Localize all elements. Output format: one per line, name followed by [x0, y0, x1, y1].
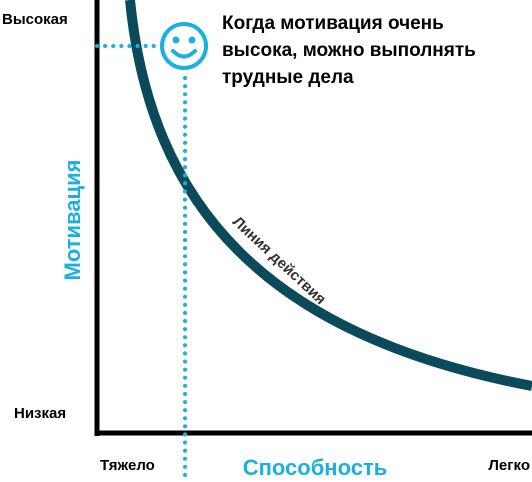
x-axis-title: Способность — [243, 455, 388, 480]
x-easy-label: Легко — [488, 457, 530, 474]
y-axis-title: Мотивация — [60, 160, 85, 281]
x-hard-label: Тяжело — [100, 457, 155, 474]
y-low-label: Низкая — [14, 405, 66, 422]
action-line — [125, 0, 532, 391]
y-high-label: Высокая — [2, 11, 68, 28]
annotation-line: трудные дела — [222, 67, 354, 88]
smiley-icon — [160, 22, 208, 70]
annotation-line: высока, можно выполнять — [222, 40, 476, 61]
annotation-line: Когда мотивация очень — [222, 13, 444, 34]
